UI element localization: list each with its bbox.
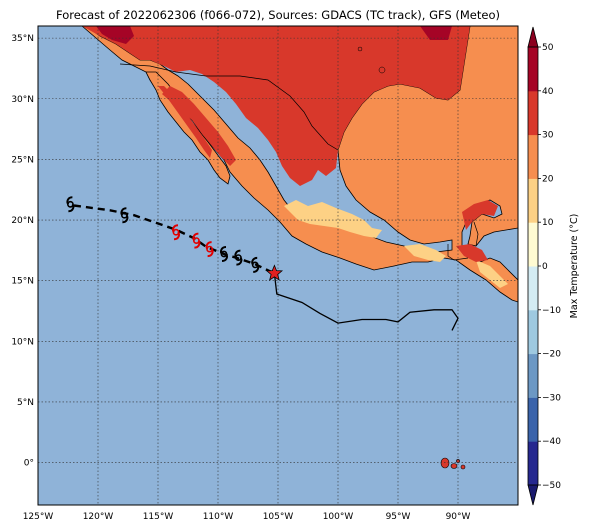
latitude-tick-labels: 0° 5°N 10°N 15°N 20°N 25°N 30°N 35°N bbox=[11, 34, 34, 468]
lat-tick-label: 5°N bbox=[17, 398, 34, 408]
colorbar-tick-label: 30 bbox=[542, 131, 554, 141]
colorbar-segment bbox=[528, 397, 538, 442]
current-position-star bbox=[265, 264, 284, 281]
colorbar-tick-label: 10 bbox=[542, 218, 554, 228]
colorbar-extend-min bbox=[527, 484, 539, 506]
colorbar-tick-label: 40 bbox=[542, 87, 554, 97]
lat-tick-label: 20°N bbox=[11, 216, 34, 226]
hot-region-yucatan bbox=[462, 200, 498, 230]
lon-tick-label: 125°W bbox=[23, 512, 54, 522]
colorbar-tick-label: −50 bbox=[542, 481, 561, 491]
land-layer bbox=[59, 26, 518, 470]
hot-region-baja bbox=[158, 86, 212, 158]
colorbar-extend-max bbox=[527, 26, 539, 48]
lon-tick-label: 100°W bbox=[323, 512, 354, 522]
cyclone-symbol bbox=[172, 224, 180, 241]
lat-tick-label: 15°N bbox=[11, 277, 34, 287]
cyclone-symbol bbox=[192, 232, 201, 249]
colorbar-segment bbox=[528, 134, 538, 179]
lat-tick-label: 10°N bbox=[11, 337, 34, 347]
lon-tick-label: 105°W bbox=[263, 512, 294, 522]
caribbean-islands bbox=[357, 46, 386, 74]
cyclone-symbol bbox=[120, 207, 129, 224]
longitude-tick-labels: 125°W 120°W 115°W 110°W 105°W 100°W 95°W 90°W bbox=[23, 512, 471, 522]
lon-tick-label: 110°W bbox=[203, 512, 234, 522]
cyclone-symbol bbox=[251, 256, 260, 273]
tc-track-layer bbox=[66, 196, 459, 331]
mild-region-central-america bbox=[476, 260, 508, 288]
colorbar-segment bbox=[528, 178, 538, 223]
colorbar-tick-label: 20 bbox=[542, 174, 554, 184]
very-hot-region-northeast bbox=[420, 26, 452, 40]
cyclone-symbol bbox=[66, 196, 75, 213]
colorbar-segment bbox=[528, 266, 538, 311]
colorbar-segment bbox=[528, 441, 538, 486]
colorbar-tick-label: −40 bbox=[542, 437, 561, 447]
colorbar-tick-label: −20 bbox=[542, 350, 561, 360]
lon-tick-label: 95°W bbox=[386, 512, 411, 522]
map-title: Forecast of 2022062306 (f066-072), Sourc… bbox=[56, 8, 500, 22]
hot-region-guatemala bbox=[456, 244, 488, 262]
lat-tick-label: 35°N bbox=[11, 34, 34, 44]
country-borders bbox=[119, 63, 479, 261]
colorbar-tick-label: 50 bbox=[542, 43, 554, 53]
lon-tick-label: 90°W bbox=[446, 512, 471, 522]
lon-tick-label: 115°W bbox=[143, 512, 174, 522]
mild-region-south bbox=[404, 244, 446, 262]
mild-region-highlands bbox=[284, 200, 382, 238]
colorbar-segment bbox=[528, 90, 538, 136]
lon-tick-label: 120°W bbox=[83, 512, 114, 522]
colorbar-segment bbox=[528, 353, 538, 398]
lat-tick-label: 25°N bbox=[11, 155, 34, 165]
past-track-line bbox=[273, 273, 459, 331]
colorbar-label: Max Temperature (°C) bbox=[569, 214, 580, 319]
lat-tick-label: 30°N bbox=[11, 95, 34, 105]
colorbar-segment bbox=[528, 309, 538, 355]
colorbar-segment bbox=[528, 222, 538, 267]
cyclone-symbol bbox=[234, 249, 243, 266]
colorbar-segment bbox=[528, 47, 538, 92]
colorbar: −50 −40 −30 −20 −10 0 10 20 30 40 50 bbox=[527, 26, 561, 506]
colorbar-tick-label: 0 bbox=[542, 262, 548, 272]
colorbar-tick-label: −30 bbox=[542, 393, 561, 403]
colorbar-tick-label: −10 bbox=[542, 306, 561, 316]
cyclone-symbol bbox=[220, 246, 228, 262]
cyclone-symbol bbox=[205, 241, 214, 258]
hot-region-interior bbox=[82, 26, 470, 186]
very-hot-region-north bbox=[96, 26, 134, 44]
map-frame bbox=[37, 25, 519, 506]
lat-tick-label: 0° bbox=[24, 459, 34, 469]
